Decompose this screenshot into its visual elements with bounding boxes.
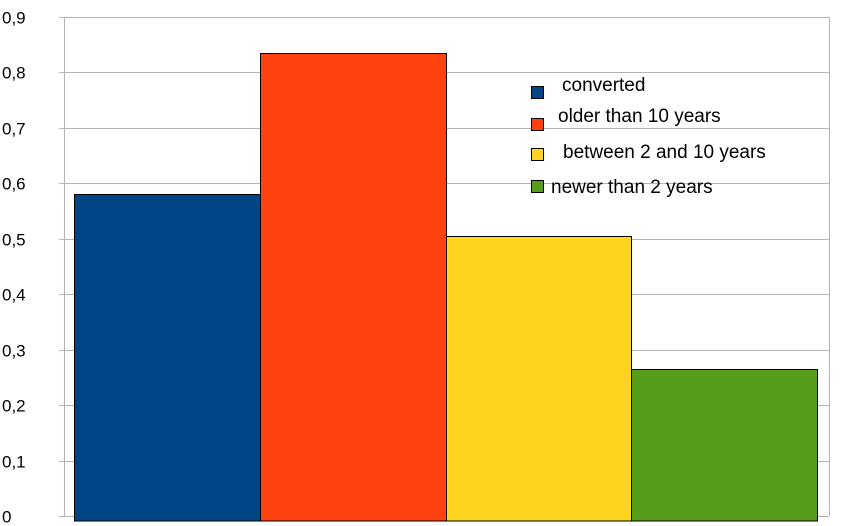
legend-label: converted	[562, 75, 645, 96]
y-tick-label: 0,8	[2, 64, 26, 83]
y-tick-label: 0,6	[2, 175, 26, 194]
bar-older-than-10-years	[260, 53, 447, 522]
y-tick-label: 0	[2, 508, 11, 526]
legend-label: older than 10 years	[558, 106, 721, 127]
bars	[74, 53, 818, 522]
bar-between-2-and-10-years	[446, 236, 632, 522]
y-tick-label: 0,3	[2, 342, 26, 361]
legend-swatch	[531, 180, 544, 193]
legend-label: between 2 and 10 years	[563, 142, 766, 163]
y-tick-label: 0,1	[2, 453, 26, 472]
legend-label: newer than 2 years	[551, 177, 713, 198]
bar-newer-than-2-years	[631, 369, 818, 522]
y-tick-label: 0,9	[2, 9, 26, 28]
legend-swatch	[531, 118, 544, 131]
y-tick-label: 0,5	[2, 231, 26, 250]
bar-converted	[74, 194, 261, 522]
y-tick-label: 0,2	[2, 397, 26, 416]
y-axis-tick-labels: 0 0,1 0,2 0,3 0,4 0,5 0,6 0,7 0,8 0,9	[2, 9, 26, 526]
legend-swatch	[531, 148, 544, 161]
y-tick-label: 0,7	[2, 120, 26, 139]
y-tick-label: 0,4	[2, 286, 26, 305]
legend-swatch	[531, 86, 544, 99]
legend: converted older than 10 years between 2 an…	[531, 75, 766, 198]
